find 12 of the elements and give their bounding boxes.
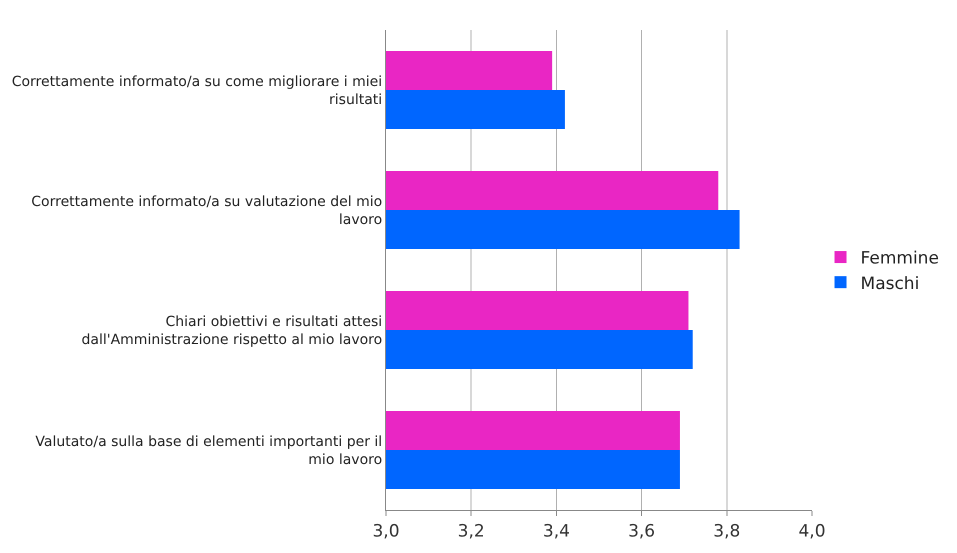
y-tick-label: Correttamente informato/a su valutazione del mio lavoro bbox=[31, 194, 382, 228]
y-tick-label: Valutato/a sulla base di elementi importanti per il mio lavoro bbox=[35, 434, 382, 468]
x-tick-label: 4,0 bbox=[798, 521, 826, 542]
x-tick-label: 3,6 bbox=[628, 521, 656, 542]
legend-label: Maschi bbox=[860, 274, 920, 294]
y-tick-label: Chiari obiettivi e risultati attesi dall'Amministrazione rispetto al mio lavoro bbox=[82, 314, 382, 348]
x-tick-label: 3,0 bbox=[372, 521, 400, 542]
x-tick-label: 3,8 bbox=[713, 521, 740, 542]
y-tick-label: Correttamente informato/a su come migliorare i miei risultati bbox=[12, 74, 382, 108]
x-tick-label: 3,4 bbox=[542, 521, 570, 542]
legend-label: Femmine bbox=[860, 248, 939, 269]
x-tick-label: 3,2 bbox=[458, 521, 485, 542]
